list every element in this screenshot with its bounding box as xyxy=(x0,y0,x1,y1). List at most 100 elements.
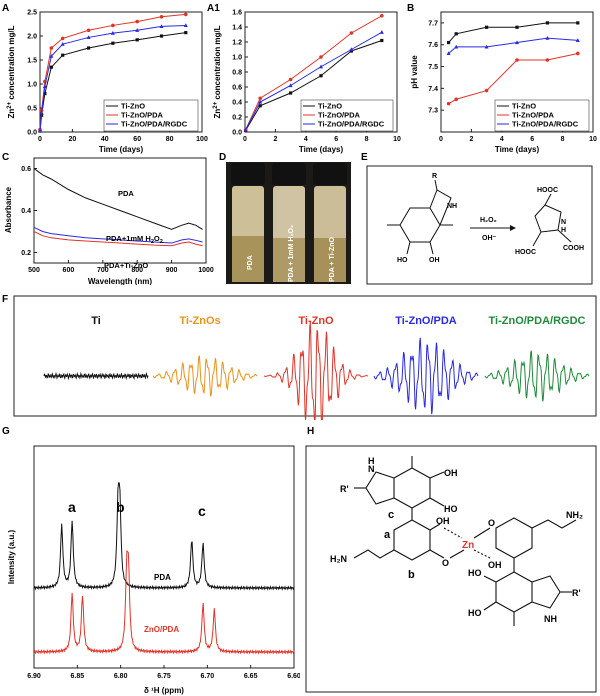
y-tick-label: 1.2 xyxy=(232,40,242,47)
y-tick-label: 1.0 xyxy=(232,55,242,62)
data-point xyxy=(454,44,459,49)
data-point xyxy=(446,101,451,106)
data-point xyxy=(258,104,262,108)
r-prime-bottom: R' xyxy=(572,588,581,598)
reaction-scheme: E R NH HO OH H₂O₂ OH⁻ HOOC N H HOOC COOH xyxy=(361,152,593,285)
nmr-trace xyxy=(33,482,295,591)
nh2-right: NH₂ xyxy=(566,510,583,520)
legend-item: Ti-ZnO/PDA/RGDC xyxy=(318,120,385,129)
data-point xyxy=(60,41,65,46)
data-point xyxy=(258,99,263,104)
legend-item: Ti-ZnO xyxy=(318,102,342,111)
data-point xyxy=(545,21,549,25)
legend-item: Ti-ZnO/PDA/RGDC xyxy=(512,120,579,129)
peak-label-a: a xyxy=(68,499,76,515)
x-axis-label: Wavelength (nm) xyxy=(88,277,152,285)
data-point xyxy=(380,38,384,43)
nh-bottom: NH xyxy=(544,614,557,624)
series-line xyxy=(33,168,203,230)
legend-item: Ti-ZnO xyxy=(121,102,145,111)
data-point xyxy=(42,84,47,88)
x-tick-label: 6 xyxy=(530,136,534,143)
y-axis-label: Zn2+ concentration mg/L xyxy=(213,25,222,118)
x-tick-label: 4 xyxy=(500,136,504,143)
data-point xyxy=(86,35,91,40)
hooc-bottom: HOOC xyxy=(515,249,536,256)
y-tick-label: 7.7 xyxy=(428,20,438,27)
x-tick-label: 6.75 xyxy=(157,673,171,680)
data-point xyxy=(135,38,139,42)
data-point xyxy=(135,28,140,32)
plot-frame xyxy=(33,445,295,669)
x-tick-label: 6.70 xyxy=(201,673,215,680)
label-ti-znos: Ti-ZnOs xyxy=(179,315,220,327)
cooh-label: COOH xyxy=(563,245,584,252)
x-tick-label: 8 xyxy=(365,136,369,143)
x-tick-label: 2 xyxy=(273,136,277,143)
label-a: a xyxy=(384,529,391,541)
r-prime-top: R' xyxy=(340,484,349,494)
y-tick-label: 7.4 xyxy=(428,86,438,93)
ho-lower-2: HO xyxy=(468,608,482,618)
data-point xyxy=(61,53,65,57)
data-point xyxy=(86,28,91,33)
vial-2: PDA + 1mM H₂O₂ xyxy=(272,163,306,282)
data-point xyxy=(110,30,115,35)
x-tick-label: 0 xyxy=(38,136,42,143)
data-point xyxy=(484,44,489,49)
label-ti-zno: Ti-ZnO xyxy=(298,315,334,327)
curve-label-pda: PDA xyxy=(118,189,134,198)
data-point xyxy=(111,23,115,28)
series-line xyxy=(33,231,203,247)
panel-label-a: A xyxy=(2,3,9,14)
label-ti-zno-pda: Ti-ZnO/PDA xyxy=(395,315,457,327)
structure-frame xyxy=(305,445,597,693)
oh-right: OH xyxy=(488,560,502,570)
x-tick-label: 60 xyxy=(133,136,141,143)
data-point xyxy=(39,110,44,115)
legend-item: Ti-ZnO/PDA xyxy=(121,111,164,120)
data-point xyxy=(575,38,580,42)
data-point xyxy=(135,19,139,24)
x-tick-label: 900 xyxy=(166,267,178,274)
x-tick-label: 0 xyxy=(439,136,443,143)
oh-top: OH xyxy=(444,468,458,478)
data-point xyxy=(484,88,489,93)
label-c: c xyxy=(388,509,394,521)
x-tick-label: 6.80 xyxy=(114,673,128,680)
x-tick-label: 6.60 xyxy=(287,673,300,680)
chart-a1: A1 0 2 4 6 8 10 0.0 0.2 0.4 0.6 0.8 1.0 1.2 1.4 1.6 Ti-… xyxy=(207,3,401,154)
reagent-oh: OH⁻ xyxy=(482,235,497,242)
scheme-frame xyxy=(366,165,593,285)
h2n-left: H₂N xyxy=(330,554,347,564)
nmr-spectra: G 6.90 6.85 6.80 6.75 6.70 6.65 6.60 δ ¹H (ppm… xyxy=(2,426,300,695)
y-tick-label: 1.0 xyxy=(27,82,37,89)
x-tick-label: 6.85 xyxy=(71,673,85,680)
data-point xyxy=(288,77,293,82)
plot-frame xyxy=(440,11,594,133)
y-tick-label: 0.4 xyxy=(21,208,31,215)
data-point xyxy=(49,53,54,58)
data-point xyxy=(159,34,164,38)
epr-trace xyxy=(484,350,590,402)
data-point xyxy=(243,127,248,132)
vial-label: PDA + 1mM H₂O₂ xyxy=(288,225,295,282)
legend-item: Ti-ZnO xyxy=(512,102,536,111)
y-axis-label: Intensity (a.u.) xyxy=(7,530,16,585)
x-axis-label: δ ¹H (ppm) xyxy=(144,686,184,695)
data-point xyxy=(576,21,580,25)
y-tick-label: 0.6 xyxy=(232,85,242,92)
series-line xyxy=(33,226,203,244)
x-axis-label: Time (days) xyxy=(99,145,144,154)
panel-label-e: E xyxy=(361,152,368,163)
legend-item: Ti-ZnO/PDA xyxy=(318,111,361,120)
x-tick-label: 4 xyxy=(304,136,308,143)
ho-label: HO xyxy=(397,257,408,264)
epr-trace xyxy=(152,355,258,397)
y-tick-label: 0.0 xyxy=(232,130,242,137)
vial-3: PDA + Ti-ZnO xyxy=(313,163,347,282)
label-b: b xyxy=(408,569,415,581)
o-chelate: O xyxy=(442,558,449,568)
legend-item: Ti-ZnO/PDA xyxy=(512,111,555,120)
x-tick-label: 10 xyxy=(393,136,401,143)
